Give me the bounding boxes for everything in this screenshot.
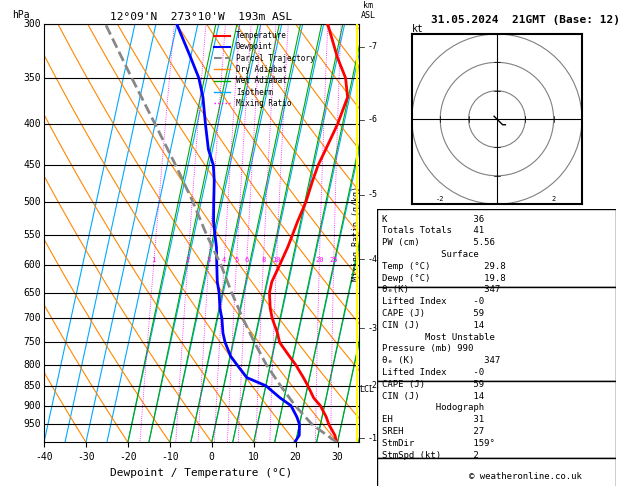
Text: 2: 2 [552, 196, 556, 202]
Text: 750: 750 [23, 337, 41, 347]
Text: hPa: hPa [13, 10, 30, 20]
Text: -6: -6 [368, 115, 378, 124]
Text: 950: 950 [23, 419, 41, 430]
Text: 350: 350 [23, 73, 41, 83]
Text: -7: -7 [368, 42, 378, 51]
Text: 600: 600 [23, 260, 41, 270]
Text: 4: 4 [222, 257, 226, 263]
Text: 1: 1 [152, 257, 156, 263]
Text: K                36
Totals Totals    41
PW (cm)          5.56
           Surface: K 36 Totals Totals 41 PW (cm) 5.56 Surfa… [382, 214, 543, 460]
FancyBboxPatch shape [377, 287, 616, 381]
Text: -5: -5 [368, 190, 378, 199]
Text: -2: -2 [368, 382, 378, 390]
Text: 900: 900 [23, 400, 41, 411]
Text: 500: 500 [23, 197, 41, 207]
Text: -2: -2 [436, 196, 445, 202]
Text: 450: 450 [23, 160, 41, 170]
Title: 12°09'N  273°10'W  193m ASL: 12°09'N 273°10'W 193m ASL [110, 12, 292, 22]
Text: 20: 20 [315, 257, 323, 263]
Text: -1: -1 [368, 434, 378, 443]
Text: -4: -4 [368, 255, 378, 263]
Text: 10: 10 [272, 257, 281, 263]
Text: 5: 5 [234, 257, 238, 263]
Text: -3: -3 [368, 324, 378, 333]
Text: 3: 3 [206, 257, 211, 263]
Text: 2: 2 [186, 257, 190, 263]
Text: 550: 550 [23, 230, 41, 240]
Text: Mixing Ratio (g/kg): Mixing Ratio (g/kg) [352, 186, 362, 281]
Text: 400: 400 [23, 119, 41, 129]
Text: 700: 700 [23, 313, 41, 324]
FancyBboxPatch shape [377, 381, 616, 458]
Text: LCL: LCL [359, 385, 374, 395]
Text: 6: 6 [245, 257, 248, 263]
X-axis label: Dewpoint / Temperature (°C): Dewpoint / Temperature (°C) [110, 468, 292, 478]
FancyBboxPatch shape [377, 458, 616, 486]
FancyBboxPatch shape [377, 209, 616, 287]
Text: 8: 8 [261, 257, 265, 263]
Text: 800: 800 [23, 360, 41, 370]
Text: 850: 850 [23, 381, 41, 391]
Text: kt: kt [412, 24, 423, 34]
Text: 650: 650 [23, 288, 41, 298]
Text: 300: 300 [23, 19, 41, 29]
Text: 25: 25 [330, 257, 338, 263]
Legend: Temperature, Dewpoint, Parcel Trajectory, Dry Adiabat, Wet Adiabat, Isotherm, Mi: Temperature, Dewpoint, Parcel Trajectory… [211, 28, 318, 111]
Text: © weatheronline.co.uk: © weatheronline.co.uk [469, 472, 582, 481]
Text: km
ASL: km ASL [360, 0, 376, 20]
Text: 31.05.2024  21GMT (Base: 12): 31.05.2024 21GMT (Base: 12) [431, 15, 620, 25]
